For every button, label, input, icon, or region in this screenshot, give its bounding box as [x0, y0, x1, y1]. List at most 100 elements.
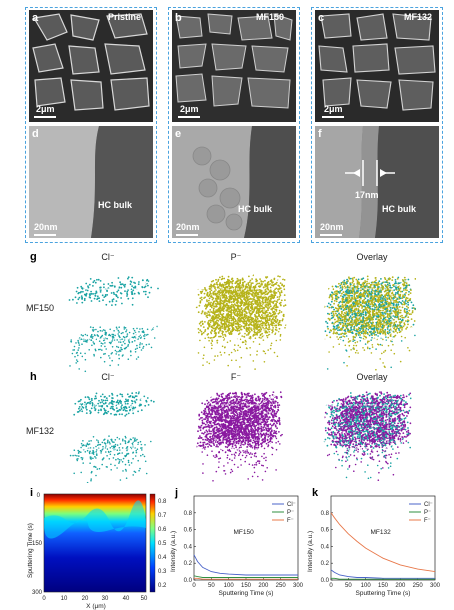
ion-point — [237, 318, 239, 320]
ion-point — [272, 300, 275, 303]
ion-point — [350, 291, 353, 293]
ion-point — [101, 463, 103, 466]
ion-point — [255, 278, 257, 281]
ion-point — [77, 349, 79, 351]
ion-point — [266, 284, 268, 287]
ion-point — [272, 307, 275, 310]
ion-point — [382, 332, 384, 335]
ion-point — [258, 325, 261, 327]
ion-point — [124, 415, 127, 417]
ion-point — [390, 366, 392, 369]
ion-point — [270, 319, 273, 321]
ion-point — [345, 325, 347, 328]
ion-point — [382, 307, 384, 310]
ion-point — [264, 310, 267, 313]
ion-point — [230, 351, 233, 354]
ion-point — [401, 300, 404, 302]
ion-point — [364, 335, 366, 338]
ion-point — [110, 341, 112, 344]
ion-point — [388, 290, 391, 293]
ion-point — [113, 454, 116, 456]
ion-point — [375, 368, 377, 371]
ion-point — [206, 333, 209, 336]
ion-point — [105, 303, 108, 306]
ion-point — [245, 312, 248, 315]
ion-point — [256, 334, 258, 336]
ion-point — [229, 310, 232, 313]
ion-point — [260, 317, 263, 319]
ion-point — [96, 334, 99, 337]
ion-point — [334, 307, 337, 309]
ion-point — [236, 304, 239, 307]
ion-point — [333, 326, 336, 328]
ion-point — [344, 323, 347, 325]
ion-point — [105, 445, 107, 447]
ion-point — [243, 304, 245, 307]
ion-point — [70, 340, 72, 343]
ion-point — [137, 459, 139, 462]
ion-point — [282, 315, 285, 318]
ion-point — [244, 339, 247, 342]
ion-point — [116, 351, 118, 353]
ion-point — [199, 321, 202, 324]
ion-point — [398, 282, 401, 285]
ion-point — [371, 299, 374, 302]
ion-point — [83, 340, 85, 343]
ion-point — [284, 327, 286, 329]
ion-point — [359, 312, 362, 315]
ion-point — [77, 339, 79, 342]
ion-point — [233, 303, 236, 306]
ion-point — [250, 316, 252, 319]
ion-point — [93, 465, 95, 468]
ion-point — [133, 470, 136, 473]
ion-point — [250, 290, 252, 292]
ion-point — [89, 412, 92, 415]
ion-point — [269, 290, 272, 293]
ion-point — [245, 322, 247, 325]
ion-point — [348, 316, 351, 319]
ion-point — [379, 309, 382, 312]
ion-point — [82, 462, 84, 464]
ion-point — [139, 342, 142, 344]
ion-point — [206, 316, 209, 319]
ion-point — [70, 339, 72, 341]
ion-point — [116, 449, 119, 451]
ion-point — [129, 283, 132, 286]
tem-image-pristine — [29, 126, 153, 238]
ion-point — [372, 331, 375, 334]
ion-point — [342, 291, 345, 294]
ion-point — [141, 449, 143, 451]
ion-point — [232, 327, 235, 330]
ion-point — [335, 286, 338, 288]
ion-point — [97, 440, 99, 442]
ion-point — [83, 299, 86, 302]
ion-point — [257, 293, 260, 296]
ion-point — [133, 292, 136, 295]
ion-point — [245, 326, 248, 329]
panel-b-tile — [168, 7, 300, 243]
ion-point — [126, 333, 129, 335]
ion-point — [388, 277, 391, 280]
ion-point — [208, 297, 211, 300]
ion-point — [236, 322, 239, 325]
panel-letter-c: c — [318, 12, 325, 24]
ion-point — [367, 304, 370, 306]
ion-point — [92, 293, 94, 295]
ion-point — [328, 296, 331, 299]
ion-point — [363, 319, 366, 322]
ion-point — [128, 464, 131, 466]
ion-point — [386, 279, 388, 282]
ion-point — [219, 327, 222, 330]
ion-point — [383, 351, 385, 353]
ion-point — [120, 346, 122, 349]
ion-point — [205, 305, 208, 307]
ion-point — [122, 439, 124, 442]
ion-point — [383, 277, 386, 279]
ion-point — [335, 325, 338, 327]
ion-point — [126, 449, 128, 452]
ion-point — [246, 295, 248, 297]
ion-point — [386, 332, 389, 335]
ion-point — [275, 281, 278, 284]
ion-point — [253, 331, 256, 334]
ion-point — [359, 340, 362, 342]
